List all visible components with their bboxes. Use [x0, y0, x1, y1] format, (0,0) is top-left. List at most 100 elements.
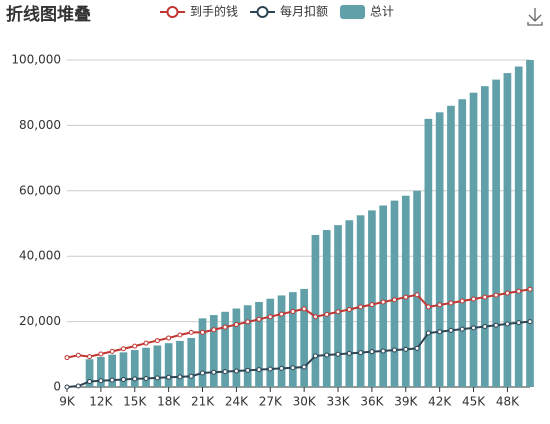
bar: [469, 92, 478, 387]
bar: [458, 99, 467, 388]
bar: [300, 288, 308, 387]
legend-symbol: [166, 6, 179, 18]
bar: [311, 234, 320, 387]
bar: [255, 301, 263, 387]
bar: [435, 112, 444, 387]
point: [425, 330, 431, 336]
legend-label: 总计: [370, 5, 394, 19]
point: [98, 351, 104, 357]
bar: [130, 350, 139, 387]
x-tick-label: 30K: [293, 395, 317, 409]
point: [211, 369, 217, 375]
bar: [176, 340, 184, 387]
point: [437, 329, 443, 335]
x-tick-label: 24K: [225, 395, 249, 409]
point: [358, 350, 364, 356]
legend-symbol: [256, 6, 269, 18]
bar: [108, 354, 117, 387]
point: [75, 383, 81, 389]
point: [98, 378, 104, 384]
bar: [390, 200, 399, 387]
bar: [322, 230, 331, 387]
point: [346, 307, 352, 313]
point: [132, 376, 138, 382]
point: [380, 348, 386, 354]
point: [504, 321, 510, 327]
legend-label: 到手的钱: [190, 4, 238, 19]
point: [279, 365, 285, 371]
point: [324, 311, 330, 317]
legend-item: 总计: [340, 5, 394, 19]
bar: [142, 347, 150, 387]
point: [346, 350, 352, 356]
point: [335, 351, 341, 357]
chart-title: 折线图堆叠: [6, 4, 91, 25]
point: [312, 314, 318, 320]
point: [143, 340, 149, 346]
point: [120, 346, 126, 352]
point: [527, 319, 533, 325]
legend: 到手的钱 每月扣额 总计: [160, 4, 394, 19]
point: [222, 324, 228, 330]
point: [301, 306, 307, 312]
point: [369, 302, 375, 308]
point: [143, 375, 149, 381]
bar: [401, 195, 410, 387]
x-tick-label: 39K: [394, 395, 418, 409]
legend-symbol: [340, 5, 366, 19]
bar: [514, 66, 523, 387]
x-tick-label: 18K: [157, 395, 181, 409]
point: [448, 300, 454, 306]
bar: [503, 73, 512, 387]
y-tick-label: 100,000: [11, 53, 61, 67]
point: [527, 286, 533, 292]
x-tick-label: 42K: [428, 395, 452, 409]
point: [459, 326, 465, 332]
y-tick-label: 80,000: [19, 118, 61, 132]
point: [324, 352, 330, 358]
point: [482, 294, 488, 300]
point: [188, 329, 194, 335]
bar: [334, 225, 342, 387]
x-tick-label: 15K: [123, 395, 147, 409]
bar: [164, 343, 173, 387]
bar: [447, 105, 455, 387]
point: [493, 292, 499, 298]
point: [87, 378, 93, 384]
point: [154, 338, 160, 344]
x-tick-label: 33K: [326, 395, 350, 409]
point: [369, 349, 375, 355]
point: [425, 304, 431, 310]
point: [448, 327, 454, 333]
bar: [277, 295, 286, 387]
point: [87, 354, 93, 360]
point: [245, 367, 251, 373]
point: [391, 297, 397, 303]
point: [200, 329, 206, 335]
point: [301, 364, 307, 370]
download-glyph[interactable]: [527, 8, 543, 26]
point: [109, 377, 115, 383]
point: [64, 384, 70, 390]
point: [391, 347, 397, 353]
point: [471, 325, 477, 331]
point: [177, 332, 183, 338]
bar: [266, 298, 275, 387]
legend-item: 到手的钱: [160, 4, 238, 19]
point: [256, 316, 262, 322]
x-tick-label: 45K: [462, 395, 486, 409]
legend-label: 每月扣额: [280, 4, 328, 19]
bar: [480, 86, 489, 387]
download-icon[interactable]: [527, 8, 543, 26]
bar: [243, 305, 252, 387]
point: [504, 290, 510, 296]
point: [120, 376, 126, 382]
point: [290, 365, 296, 371]
point: [516, 320, 522, 326]
y-tick-label: 60,000: [19, 183, 61, 197]
x-tick-label: 27K: [259, 395, 283, 409]
point: [493, 322, 499, 328]
bar: [345, 220, 354, 387]
point: [482, 324, 488, 330]
